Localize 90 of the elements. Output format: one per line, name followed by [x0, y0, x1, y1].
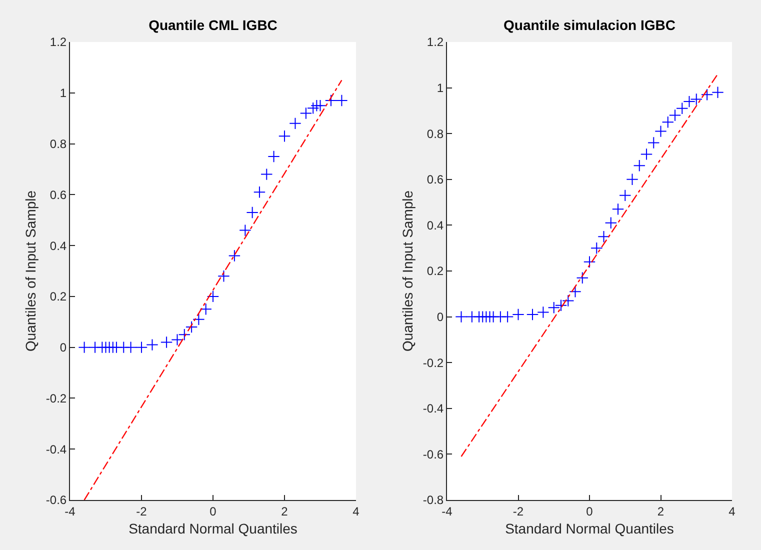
y-tick-label: 0.4: [426, 218, 444, 232]
y-tick-label: 0.8: [426, 126, 444, 141]
point: [683, 95, 696, 108]
chart-title: Quantile simulacion IGBC: [504, 17, 676, 33]
point: [324, 94, 338, 107]
point: [160, 336, 173, 348]
point: [662, 116, 674, 128]
point: [246, 206, 258, 219]
point: [554, 299, 568, 312]
point: [654, 125, 667, 138]
y-tick-label: -0.2: [422, 356, 444, 370]
point: [640, 148, 653, 160]
point: [146, 338, 158, 351]
point: [501, 310, 514, 323]
y-tick-label: 0: [60, 340, 67, 355]
x-tick-label: 0: [586, 504, 594, 518]
y-tick-label: -0.6: [422, 447, 444, 462]
point: [648, 136, 660, 149]
y-tick-label: -0.8: [422, 493, 444, 508]
point: [268, 150, 280, 163]
point: [583, 256, 596, 268]
point: [526, 308, 539, 321]
point: [300, 107, 312, 120]
point: [604, 216, 617, 230]
point: [676, 102, 688, 115]
x-tick-label: -2: [136, 504, 148, 518]
point: [336, 94, 348, 107]
point: [612, 203, 624, 216]
point: [668, 109, 682, 122]
x-tick-label: 2: [281, 504, 288, 518]
point: [598, 230, 610, 243]
point: [178, 328, 190, 341]
point: [690, 93, 702, 106]
y-tick-label: -0.4: [46, 442, 67, 456]
point: [253, 186, 266, 198]
point: [278, 130, 291, 142]
point: [171, 334, 184, 346]
point: [124, 341, 137, 354]
point: [260, 168, 273, 180]
x-axis-title: Standard Normal Quantiles: [505, 520, 674, 537]
point: [239, 224, 252, 236]
point: [135, 341, 148, 354]
y-tick-label: 1: [60, 86, 67, 100]
y-tick-label: 0.6: [50, 188, 67, 202]
point: [228, 250, 241, 262]
chart-title: Quantile CML IGBC: [148, 17, 278, 33]
point: [512, 308, 524, 321]
y-tick-label: 1: [436, 81, 444, 95]
point: [548, 302, 560, 314]
x-tick-label: -2: [512, 504, 524, 518]
point: [576, 272, 588, 284]
y-tick-label: 0.2: [50, 290, 67, 304]
point: [712, 86, 724, 98]
point: [314, 100, 326, 112]
point: [590, 242, 603, 254]
x-tick-label: 4: [728, 504, 736, 518]
y-tick-label: 0: [436, 310, 444, 324]
y-tick-label: 1.2: [50, 35, 67, 50]
point: [185, 320, 198, 334]
x-axis-title: Standard Normal Quantiles: [128, 520, 298, 537]
y-tick-label: 0.8: [50, 136, 67, 151]
point: [455, 310, 468, 323]
point: [700, 88, 714, 101]
y-tick-label: -0.2: [46, 391, 67, 406]
x-tick-label: 4: [352, 504, 360, 518]
point: [200, 303, 212, 316]
x-tick-label: 0: [210, 504, 217, 518]
point: [206, 290, 220, 303]
x-tick-label: -4: [442, 504, 453, 518]
point: [78, 341, 90, 354]
y-tick-label: 0.2: [426, 264, 444, 278]
x-tick-label: -4: [64, 504, 76, 518]
point: [562, 294, 574, 307]
point: [218, 270, 230, 282]
point: [626, 173, 638, 186]
y-tick-label: -0.6: [46, 493, 67, 508]
y-axis-title: Quantiles of Input Sample: [400, 190, 416, 352]
y-tick-label: 0.4: [50, 238, 67, 253]
y-tick-label: 0.6: [426, 172, 444, 187]
point: [537, 306, 550, 318]
point: [289, 117, 302, 130]
x-tick-label: 2: [657, 504, 664, 518]
point: [569, 286, 582, 298]
y-tick-label: 1.2: [426, 35, 444, 50]
point: [192, 313, 205, 326]
point: [619, 189, 632, 202]
point: [307, 102, 320, 114]
y-tick-label: -0.4: [422, 402, 444, 416]
point: [633, 160, 646, 172]
y-axis-title: Quantiles of Input Sample: [22, 190, 39, 352]
